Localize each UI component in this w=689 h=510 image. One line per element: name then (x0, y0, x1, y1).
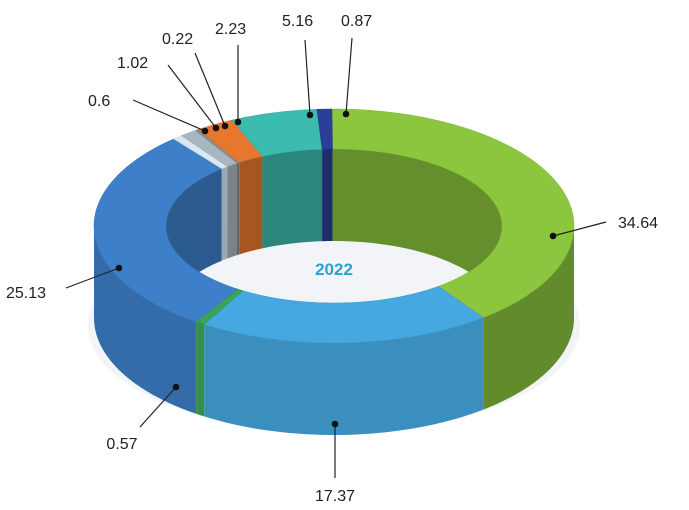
data-label-2.23: 2.23 (215, 21, 246, 38)
outer-wall-34.64 (483, 226, 574, 410)
leader-dot-1.02 (212, 124, 220, 132)
leader-dot-0.57 (172, 383, 180, 391)
data-label-1.02: 1.02 (117, 55, 148, 72)
donut-top-faces (93, 108, 575, 344)
leader-line-1.02 (167, 64, 217, 129)
leader-lines (65, 37, 607, 478)
leader-dot-5.16 (306, 111, 314, 119)
data-label-0.6: 0.6 (88, 93, 110, 110)
inner-wall-0.22 (237, 162, 240, 256)
outer-wall-0.57 (196, 321, 205, 417)
leader-dot-34.64 (549, 232, 557, 240)
donut-outer-walls (94, 226, 574, 435)
inner-wall-34.64 (332, 149, 502, 318)
leader-dot-25.13 (115, 264, 123, 272)
leader-line-0.22 (194, 52, 226, 127)
data-label-0.22: 0.22 (162, 31, 193, 48)
leader-dot-0.6 (201, 127, 209, 135)
leader-line-0.87 (345, 37, 353, 115)
inner-wall-5.16 (262, 149, 323, 249)
leader-dot-17.37 (331, 420, 339, 428)
leader-line-5.16 (304, 39, 311, 116)
data-label-0.57: 0.57 (106, 436, 137, 453)
inner-wall-0.6 (221, 166, 228, 261)
inner-wall-1.02 (227, 163, 237, 259)
center-label: 2022 (315, 260, 353, 279)
data-labels: 34.64 17.37 0.57 25.13 0.6 1.02 0.22 2.23 5.16 0.… (6, 13, 658, 505)
outer-wall-25.13 (94, 226, 197, 414)
leader-dot-0.87 (342, 110, 350, 118)
leader-line-25.13 (65, 267, 120, 289)
data-label-0.87: 0.87 (341, 13, 372, 30)
leader-line-0.6 (132, 99, 206, 132)
inner-wall-2.23 (239, 156, 263, 255)
inner-wall-0.87 (322, 149, 333, 242)
slice-0.87 (316, 108, 333, 150)
donut-inner-walls (166, 149, 502, 318)
leader-line-0.57 (139, 386, 177, 428)
data-label-17.37: 17.37 (315, 488, 355, 505)
leader-line-34.64 (552, 221, 607, 237)
data-label-34.64: 34.64 (618, 215, 658, 232)
leader-dot-0.22 (221, 122, 229, 130)
outer-wall-17.37 (204, 317, 484, 435)
leader-dot-2.23 (234, 118, 242, 126)
data-label-5.16: 5.16 (282, 13, 313, 30)
data-label-25.13: 25.13 (6, 285, 46, 302)
